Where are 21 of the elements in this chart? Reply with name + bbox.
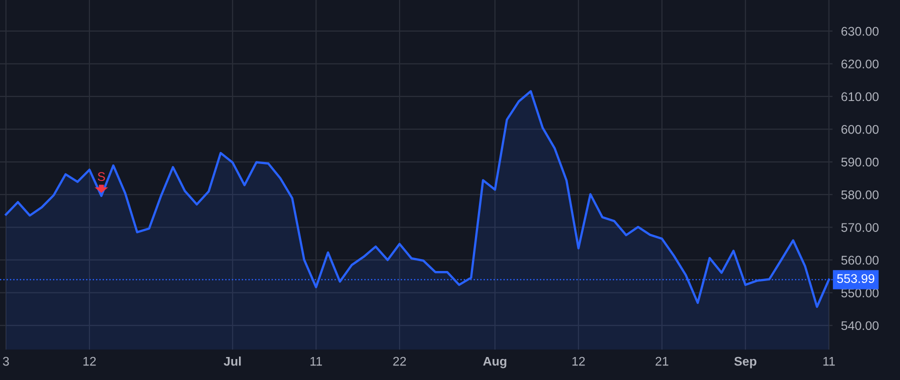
y-tick-label: 580.00	[841, 190, 879, 200]
ref-line-label: 553.99	[837, 274, 874, 284]
x-tick-label: 11	[310, 357, 322, 366]
x-tick-label: 12	[572, 356, 585, 366]
x-tick-label: 22	[393, 356, 406, 366]
x-tick-label: Jul	[224, 356, 241, 366]
x-tick-label: Sep	[734, 356, 756, 368]
x-tick-label: 3	[2, 356, 9, 366]
y-tick-label: 590.00	[841, 158, 879, 167]
annotation: S	[98, 172, 105, 181]
x-tick-label: Aug	[483, 356, 506, 368]
y-tick-label: 630.00	[841, 26, 879, 36]
x-tick-label: 21	[656, 356, 668, 366]
y-tick-label: 560.00	[841, 256, 879, 265]
y-tick-label: 540.00	[841, 321, 879, 330]
y-tick-label: 600.00	[841, 124, 879, 134]
x-tick-label: 12	[83, 356, 96, 366]
y-tick-label: 570.00	[841, 223, 879, 232]
y-tick-label: 610.00	[841, 92, 879, 102]
x-tick-label: 11	[823, 357, 835, 366]
y-tick-label: 620.00	[841, 60, 879, 68]
